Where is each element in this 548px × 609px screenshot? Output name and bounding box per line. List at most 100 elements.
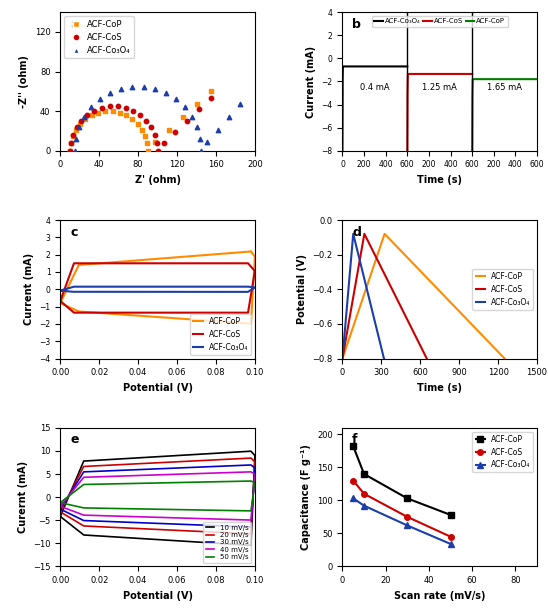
Line: ACF-Co₃O₄: ACF-Co₃O₄ — [351, 496, 453, 547]
ACF-Co₃O₄ — [404, 522, 410, 529]
Text: 0.4 mA: 0.4 mA — [360, 83, 390, 92]
Text: e: e — [70, 434, 78, 446]
50 mV/s — [248, 507, 254, 515]
20 mV/s — [57, 509, 64, 516]
Point — [193, 99, 202, 109]
20 mV/s — [248, 530, 254, 538]
Legend: ACF-CoP, ACF-CoS, ACF-Co₃O₄: ACF-CoP, ACF-CoS, ACF-Co₃O₄ — [472, 432, 533, 473]
Legend: 10 mV/s, 20 mV/s, 30 mV/s, 40 mV/s, 50 mV/s: 10 mV/s, 20 mV/s, 30 mV/s, 40 mV/s, 50 m… — [203, 522, 252, 563]
30 mV/s — [164, 520, 170, 527]
Point — [144, 146, 152, 155]
Point — [183, 116, 192, 125]
40 mV/s — [184, 470, 191, 477]
10 mV/s — [57, 513, 64, 520]
10 mV/s — [184, 451, 191, 459]
Point — [171, 127, 180, 137]
Point — [76, 119, 84, 129]
Point — [72, 134, 81, 144]
Line: 40 mV/s: 40 mV/s — [60, 472, 255, 520]
Point — [162, 88, 170, 98]
Legend: ACF-CoP, ACF-CoS, ACF-Co₃O₄: ACF-CoP, ACF-CoS, ACF-Co₃O₄ — [190, 314, 251, 354]
Point — [94, 108, 102, 118]
Text: c: c — [70, 225, 77, 239]
10 mV/s — [247, 448, 253, 455]
Point — [81, 114, 90, 124]
40 mV/s — [200, 515, 207, 523]
ACF-CoS — [361, 490, 367, 498]
Point — [195, 105, 204, 114]
Point — [141, 132, 150, 141]
20 mV/s — [104, 462, 111, 469]
50 mV/s — [104, 481, 111, 488]
Point — [66, 139, 75, 149]
20 mV/s — [200, 528, 207, 535]
20 mV/s — [164, 526, 170, 533]
Point — [138, 125, 146, 135]
X-axis label: Potential (V): Potential (V) — [123, 383, 192, 393]
Point — [75, 122, 83, 132]
40 mV/s — [57, 502, 64, 510]
Point — [203, 138, 212, 147]
ACF-CoS — [350, 477, 357, 484]
30 mV/s — [104, 467, 111, 474]
Point — [164, 125, 173, 135]
Point — [80, 112, 89, 122]
Point — [68, 132, 77, 141]
50 mV/s — [247, 477, 253, 485]
40 mV/s — [164, 514, 170, 521]
Point — [128, 114, 137, 124]
ACF-CoP — [350, 443, 357, 450]
40 mV/s — [212, 470, 218, 477]
Point — [122, 110, 130, 120]
Point — [115, 108, 124, 118]
Point — [66, 146, 75, 155]
Point — [236, 99, 244, 109]
Point — [77, 116, 86, 125]
Point — [128, 82, 136, 91]
10 mV/s — [104, 456, 111, 463]
Text: f: f — [352, 434, 358, 446]
Point — [106, 88, 115, 98]
Point — [122, 103, 130, 113]
40 mV/s — [247, 468, 253, 476]
40 mV/s — [57, 502, 64, 510]
Y-axis label: Potential (V): Potential (V) — [297, 255, 307, 324]
Point — [105, 102, 114, 111]
10 mV/s — [248, 541, 254, 549]
Legend: ACF-Co₃O₄, ACF-CoS, ACF-CoP: ACF-Co₃O₄, ACF-CoS, ACF-CoP — [372, 16, 508, 27]
50 mV/s — [57, 499, 64, 506]
ACF-CoP — [404, 495, 410, 502]
Point — [72, 122, 81, 132]
Point — [101, 107, 110, 116]
Text: 1.65 mA: 1.65 mA — [487, 83, 522, 92]
Line: ACF-CoS: ACF-CoS — [351, 478, 453, 540]
20 mV/s — [212, 456, 218, 463]
Point — [83, 110, 92, 120]
Point — [116, 84, 125, 94]
30 mV/s — [212, 463, 218, 470]
40 mV/s — [162, 514, 168, 521]
Point — [207, 93, 215, 103]
40 mV/s — [248, 516, 254, 524]
X-axis label: Time (s): Time (s) — [417, 175, 463, 185]
Point — [153, 146, 162, 155]
Text: a: a — [70, 18, 78, 30]
50 mV/s — [162, 505, 168, 513]
Point — [152, 138, 161, 147]
Point — [151, 138, 159, 147]
Legend: ACF-CoP, ACF-CoS, ACF-Co₃O₄: ACF-CoP, ACF-CoS, ACF-Co₃O₄ — [472, 269, 533, 309]
Point — [71, 125, 80, 135]
ACF-Co₃O₄ — [361, 502, 367, 509]
Point — [108, 107, 117, 116]
50 mV/s — [164, 505, 170, 513]
Point — [179, 112, 187, 122]
20 mV/s — [247, 454, 253, 462]
Point — [193, 122, 202, 132]
Point — [214, 125, 222, 135]
Text: d: d — [352, 225, 361, 239]
Y-axis label: Capacitance (F g⁻¹): Capacitance (F g⁻¹) — [301, 444, 311, 550]
10 mV/s — [200, 539, 207, 546]
Text: 1.25 mA: 1.25 mA — [423, 83, 457, 92]
Line: 10 mV/s: 10 mV/s — [60, 451, 255, 545]
X-axis label: Potential (V): Potential (V) — [123, 591, 192, 600]
